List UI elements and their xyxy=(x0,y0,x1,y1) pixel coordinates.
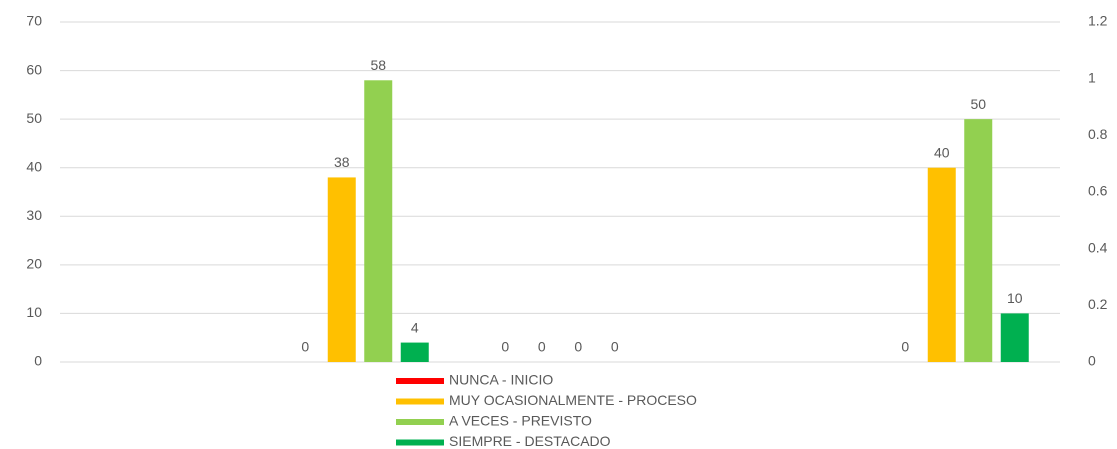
data-label: 38 xyxy=(334,154,350,170)
bar xyxy=(400,342,429,362)
y2-tick-label: 0.4 xyxy=(1088,239,1108,255)
y-tick-label: 70 xyxy=(26,13,42,29)
legend-swatch xyxy=(396,419,444,425)
y-tick-label: 20 xyxy=(26,256,42,272)
bar xyxy=(964,119,993,363)
bar xyxy=(1000,313,1029,362)
y-tick-label: 60 xyxy=(26,61,42,77)
y2-tick-label: 0.8 xyxy=(1088,126,1108,142)
data-label: 50 xyxy=(970,96,986,112)
y2-tick-label: 1 xyxy=(1088,69,1096,85)
data-label: 40 xyxy=(934,144,950,160)
y-tick-label: 0 xyxy=(34,353,42,369)
legend-label: NUNCA - INICIO xyxy=(449,372,553,388)
legend-label: MUY OCASIONALMENTE - PROCESO xyxy=(449,392,697,408)
data-label: 0 xyxy=(901,339,909,355)
data-label: 0 xyxy=(538,339,546,355)
data-label: 0 xyxy=(301,339,309,355)
bar xyxy=(364,80,393,363)
y-tick-label: 10 xyxy=(26,304,42,320)
bar xyxy=(927,167,956,362)
legend-label: A VECES - PREVISTO xyxy=(449,413,592,429)
y-tick-label: 30 xyxy=(26,207,42,223)
data-label: 4 xyxy=(411,319,419,335)
legend-swatch xyxy=(396,439,444,446)
y-tick-label: 40 xyxy=(26,158,42,174)
legend-label: SIEMPRE - DESTACADO xyxy=(449,433,611,449)
legend-swatch xyxy=(396,398,444,405)
legend-swatch xyxy=(396,378,444,384)
y-tick-label: 50 xyxy=(26,110,42,126)
y2-tick-label: 1.2 xyxy=(1088,13,1108,29)
data-label: 0 xyxy=(501,339,509,355)
y2-tick-label: 0.2 xyxy=(1088,296,1108,312)
y2-tick-label: 0.6 xyxy=(1088,183,1108,199)
bar xyxy=(327,177,356,362)
data-label: 10 xyxy=(1007,290,1023,306)
data-label: 0 xyxy=(574,339,582,355)
data-label: 0 xyxy=(611,339,619,355)
y2-tick-label: 0 xyxy=(1088,353,1096,369)
data-label: 58 xyxy=(370,57,386,73)
